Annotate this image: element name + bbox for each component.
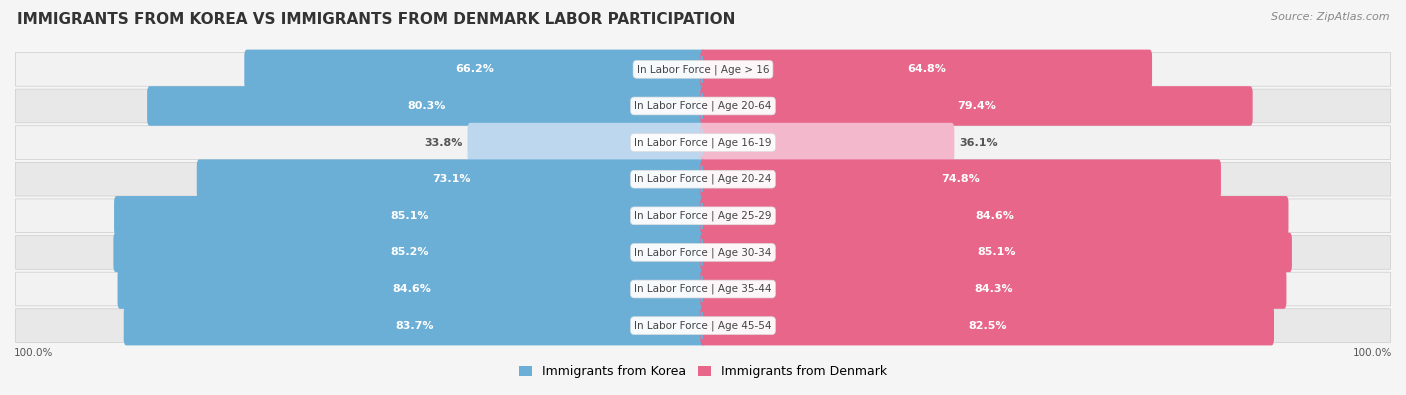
Text: In Labor Force | Age 35-44: In Labor Force | Age 35-44 — [634, 284, 772, 294]
FancyBboxPatch shape — [700, 123, 955, 162]
Text: 64.8%: 64.8% — [907, 64, 946, 74]
Text: 36.1%: 36.1% — [959, 137, 998, 148]
Bar — [700, 130, 703, 156]
Bar — [703, 312, 706, 339]
Text: In Labor Force | Age 20-24: In Labor Force | Age 20-24 — [634, 174, 772, 184]
FancyBboxPatch shape — [15, 309, 1391, 342]
Text: 66.2%: 66.2% — [456, 64, 495, 74]
FancyBboxPatch shape — [15, 199, 1391, 233]
Bar — [703, 239, 706, 265]
FancyBboxPatch shape — [700, 196, 1288, 235]
Text: 100.0%: 100.0% — [1353, 348, 1392, 358]
Text: 73.1%: 73.1% — [432, 174, 471, 184]
Text: In Labor Force | Age 25-29: In Labor Force | Age 25-29 — [634, 211, 772, 221]
FancyBboxPatch shape — [700, 269, 1286, 309]
Text: 33.8%: 33.8% — [425, 137, 463, 148]
Text: In Labor Force | Age 20-64: In Labor Force | Age 20-64 — [634, 101, 772, 111]
Bar — [703, 166, 706, 192]
Text: 100.0%: 100.0% — [14, 348, 53, 358]
FancyBboxPatch shape — [700, 86, 1253, 126]
Text: 82.5%: 82.5% — [967, 321, 1007, 331]
Text: 85.1%: 85.1% — [977, 247, 1015, 258]
Bar — [700, 276, 703, 302]
Bar — [700, 93, 703, 119]
FancyBboxPatch shape — [15, 126, 1391, 160]
FancyBboxPatch shape — [700, 233, 1292, 272]
Bar — [700, 239, 703, 265]
Text: 84.6%: 84.6% — [392, 284, 432, 294]
FancyBboxPatch shape — [700, 50, 1152, 89]
FancyBboxPatch shape — [15, 162, 1391, 196]
FancyBboxPatch shape — [114, 196, 706, 235]
Bar — [700, 56, 703, 83]
FancyBboxPatch shape — [124, 306, 706, 345]
Legend: Immigrants from Korea, Immigrants from Denmark: Immigrants from Korea, Immigrants from D… — [515, 360, 891, 384]
Bar — [703, 130, 706, 156]
Text: 80.3%: 80.3% — [408, 101, 446, 111]
Bar — [700, 166, 703, 192]
FancyBboxPatch shape — [15, 272, 1391, 306]
Text: Source: ZipAtlas.com: Source: ZipAtlas.com — [1271, 12, 1389, 22]
FancyBboxPatch shape — [148, 86, 706, 126]
Text: In Labor Force | Age 30-34: In Labor Force | Age 30-34 — [634, 247, 772, 258]
Text: 79.4%: 79.4% — [957, 101, 995, 111]
FancyBboxPatch shape — [700, 160, 1220, 199]
Text: In Labor Force | Age > 16: In Labor Force | Age > 16 — [637, 64, 769, 75]
FancyBboxPatch shape — [15, 235, 1391, 269]
FancyBboxPatch shape — [245, 50, 706, 89]
Text: 85.2%: 85.2% — [391, 247, 429, 258]
FancyBboxPatch shape — [118, 269, 706, 309]
Bar — [700, 203, 703, 229]
Text: 74.8%: 74.8% — [941, 174, 980, 184]
Text: 84.6%: 84.6% — [974, 211, 1014, 221]
FancyBboxPatch shape — [15, 89, 1391, 123]
Bar — [703, 276, 706, 302]
Text: 85.1%: 85.1% — [391, 211, 429, 221]
Bar — [703, 93, 706, 119]
FancyBboxPatch shape — [468, 123, 706, 162]
FancyBboxPatch shape — [700, 306, 1274, 345]
Bar — [703, 56, 706, 83]
Bar — [703, 203, 706, 229]
Text: 84.3%: 84.3% — [974, 284, 1012, 294]
Text: 83.7%: 83.7% — [395, 321, 434, 331]
Text: IMMIGRANTS FROM KOREA VS IMMIGRANTS FROM DENMARK LABOR PARTICIPATION: IMMIGRANTS FROM KOREA VS IMMIGRANTS FROM… — [17, 12, 735, 27]
FancyBboxPatch shape — [15, 53, 1391, 86]
Bar — [700, 312, 703, 339]
Text: In Labor Force | Age 45-54: In Labor Force | Age 45-54 — [634, 320, 772, 331]
FancyBboxPatch shape — [197, 160, 706, 199]
FancyBboxPatch shape — [114, 233, 706, 272]
Text: In Labor Force | Age 16-19: In Labor Force | Age 16-19 — [634, 137, 772, 148]
